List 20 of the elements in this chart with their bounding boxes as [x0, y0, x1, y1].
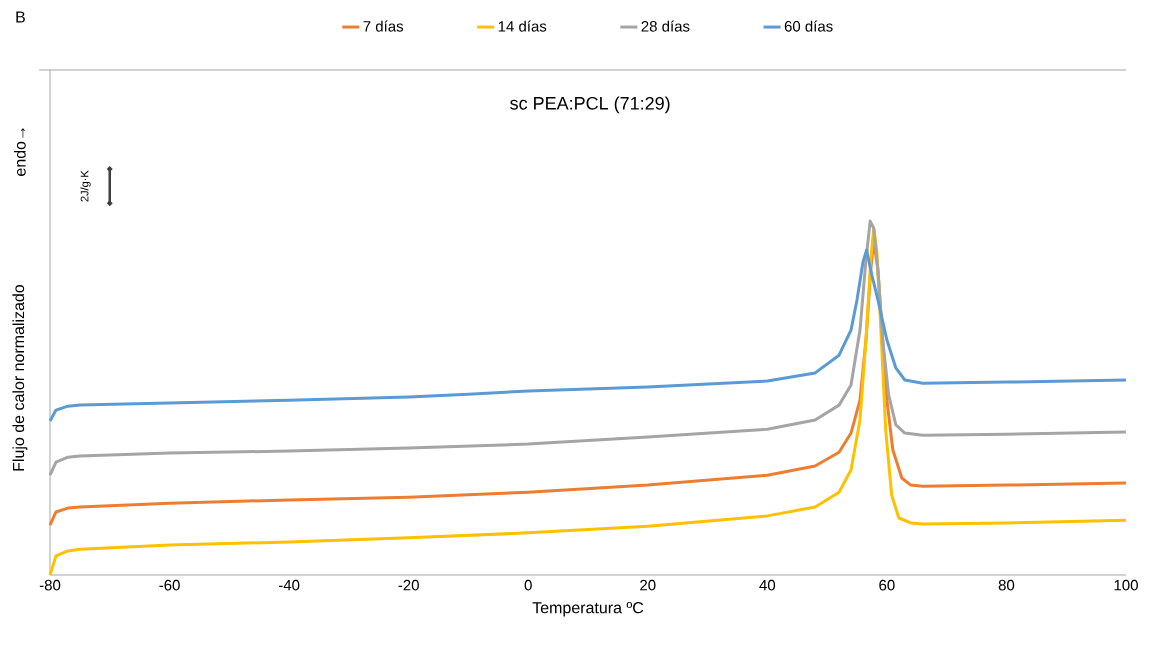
x-tick-label: -40	[278, 579, 300, 591]
y-axis-title: Flujo de calor normalizado	[12, 284, 28, 471]
x-tick-label: 20	[640, 579, 656, 591]
text: 2J/g·K	[80, 170, 91, 202]
legend-label: 28 días	[641, 20, 690, 32]
x-tick-label: 100	[1114, 579, 1138, 591]
text: endo→	[14, 128, 26, 176]
x-tick-label: -20	[398, 579, 419, 591]
chart-title: sc PEA:PCL (71:29)	[510, 96, 670, 114]
x-tick-label: 60	[879, 579, 895, 591]
legend-label: 7 días	[363, 20, 404, 32]
x-tick-label: -80	[39, 579, 61, 591]
legend-label: 14 días	[498, 20, 547, 32]
x-axis-title: Temperatura ºC	[532, 602, 644, 617]
legend-label: 60 días	[784, 20, 833, 32]
x-tick-label: -60	[159, 579, 180, 591]
x-tick-label: 80	[998, 579, 1015, 591]
text: B	[16, 11, 25, 23]
x-tick-label: 40	[759, 579, 776, 591]
x-tick-label: 0	[524, 579, 532, 591]
